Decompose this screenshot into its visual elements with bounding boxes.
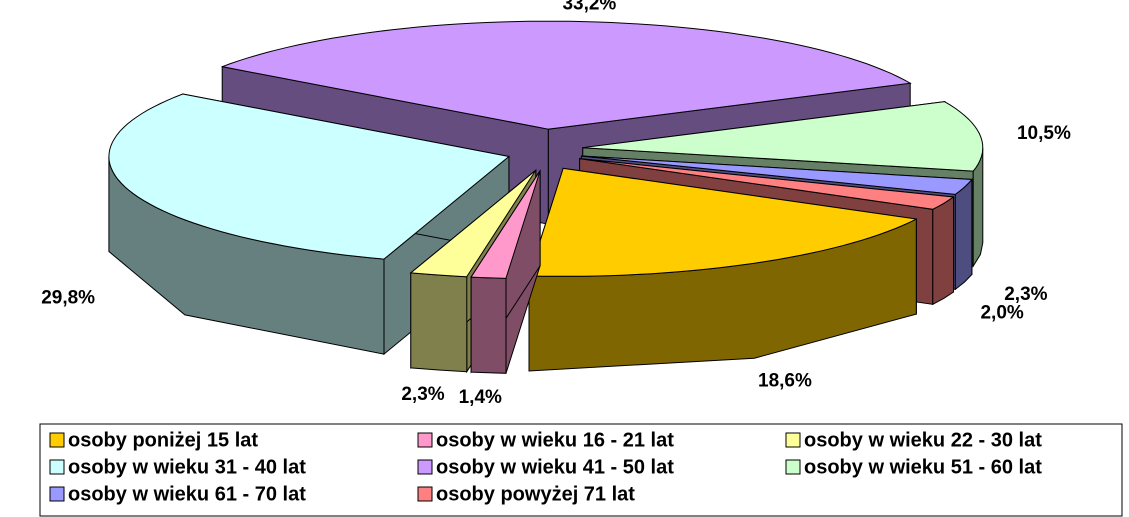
slice-top (579, 158, 954, 210)
slice-top (582, 101, 984, 172)
legend-swatch (417, 432, 433, 448)
pie (108, 20, 984, 374)
slice (470, 169, 541, 374)
value-label: 29,8% (41, 288, 95, 309)
slice-top (108, 93, 511, 260)
slice (528, 167, 918, 372)
legend: osoby poniżej 15 lat osoby w wieku 16 - 2… (49, 429, 1042, 505)
slice-top (581, 155, 973, 195)
value-labels: 18,6%1,4%2,3%29,8%33,2%10,5%2,3%2,0% (41, 0, 1071, 408)
legend-swatch (49, 432, 65, 448)
legend-label: osoby poniżej 15 lat (68, 429, 258, 451)
legend-label: osoby w wieku 22 - 30 lat (804, 429, 1042, 451)
value-label: 10,5% (1017, 123, 1071, 144)
value-label: 1,4% (459, 387, 502, 408)
legend-label: osoby w wieku 31 - 40 lat (68, 456, 306, 478)
legend-swatch (785, 432, 801, 448)
legend-label: osoby powyżej 71 lat (436, 483, 635, 505)
legend-label: osoby w wieku 41 - 50 lat (436, 456, 674, 478)
slice-wall (954, 178, 973, 291)
slice-top (409, 169, 537, 278)
legend-swatch (785, 459, 801, 475)
legend-swatch (49, 486, 65, 502)
legend-swatch (417, 486, 433, 502)
legend-swatch (417, 459, 433, 475)
value-label: 18,6% (758, 370, 812, 391)
legend-label: osoby w wieku 51 - 60 lat (804, 456, 1042, 478)
legend-swatch (49, 459, 65, 475)
slice-wall (932, 196, 954, 306)
slice-top (470, 170, 541, 279)
legend-label: osoby w wieku 16 - 21 lat (436, 429, 674, 451)
slice-wall (410, 272, 468, 373)
value-label: 2,3% (401, 384, 444, 405)
value-label: 2,0% (980, 302, 1023, 323)
legend-label: osoby w wieku 61 - 70 lat (68, 483, 306, 505)
slice-top (221, 20, 912, 130)
slice-wall (470, 276, 507, 374)
value-label: 2,3% (1004, 284, 1047, 305)
value-label: 33,2% (562, 0, 616, 14)
slice-top (528, 167, 918, 277)
legend-box (39, 423, 1123, 517)
